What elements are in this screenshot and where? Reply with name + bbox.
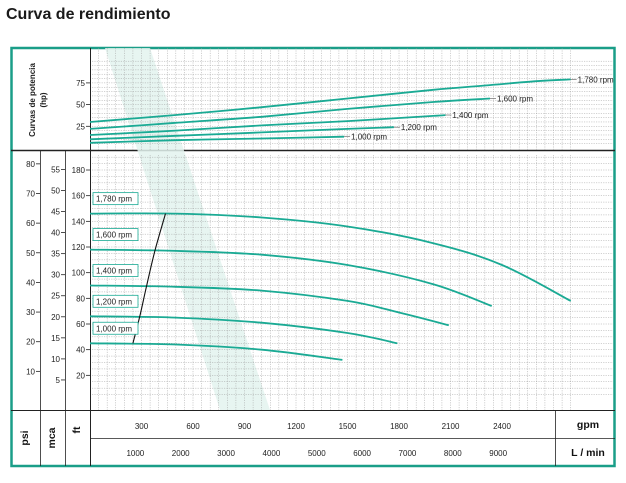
power-ylabel-line2: (hp) — [39, 92, 48, 107]
lmin-tick-label: 9000 — [489, 449, 507, 458]
head-rpm-label: 1,400 rpm — [96, 267, 132, 276]
head-curve-1000 — [89, 342, 343, 361]
power-tick-label: 25 — [76, 122, 85, 131]
lmin-tick-label: 7000 — [399, 449, 417, 458]
head-curve-1400 — [89, 284, 450, 327]
head-rpm-label-box — [92, 228, 139, 241]
head-curve-1600 — [89, 248, 493, 307]
mca-tick-label: 15 — [51, 334, 60, 343]
mca-tick-label: 55 — [51, 165, 60, 174]
psi-tick-label: 30 — [26, 308, 35, 317]
lmin-tick-label: 3000 — [217, 449, 235, 458]
head-rpm-label: 1,000 rpm — [96, 324, 132, 333]
power-curve-1600 — [89, 97, 491, 130]
head-rpm-label: 1,600 rpm — [96, 231, 132, 240]
head-rpm-label-box — [92, 321, 139, 335]
power-tick-label: 50 — [76, 101, 85, 110]
psi-tick-label: 60 — [26, 219, 35, 228]
mca-tick-label: 5 — [56, 376, 61, 385]
power-rpm-label: 1,780 rpm — [578, 75, 614, 84]
ft-tick-label: 20 — [76, 371, 85, 380]
psi-tick-label: 10 — [26, 367, 35, 376]
power-rpm-label: 1,200 rpm — [401, 123, 437, 132]
ft-tick-label: 80 — [76, 294, 85, 303]
axis-label-mca: mca — [46, 427, 58, 448]
rpm-labels: 1,780 rpm 1,600 rpm 1,400 rpm 1,200 rpm 1,00… — [92, 75, 614, 335]
page-title: Curva de rendimiento — [6, 6, 171, 23]
power-rpm-label: 1,600 rpm — [497, 95, 533, 104]
psi-tick-label: 80 — [26, 160, 35, 169]
power-tick-label: 75 — [76, 79, 85, 88]
head-curve-1780 — [89, 212, 572, 302]
mca-tick-label: 25 — [51, 292, 60, 301]
ft-tick-label: 40 — [76, 346, 85, 355]
psi-tick-label: 40 — [26, 278, 35, 287]
mca-tick-label: 35 — [51, 250, 60, 259]
gpm-tick-label: 2100 — [442, 422, 460, 431]
lmin-tick-label: 5000 — [308, 449, 326, 458]
ft-tick-label: 60 — [76, 320, 85, 329]
lmin-tick-label: 1000 — [126, 449, 144, 458]
power-ylabel-line1: Curvas de potencia — [28, 63, 37, 137]
power-rpm-label: 1,400 rpm — [452, 111, 488, 120]
psi-tick-label: 50 — [26, 249, 35, 258]
head-curve-1200 — [89, 315, 398, 345]
power-curve-1400 — [89, 114, 446, 136]
head-rpm-label-box — [92, 294, 139, 308]
gpm-tick-label: 600 — [186, 422, 200, 431]
mca-tick-label: 30 — [51, 271, 60, 280]
head-rpm-label: 1,780 rpm — [96, 195, 132, 204]
gpm-tick-label: 1200 — [287, 422, 305, 431]
lmin-tick-label: 2000 — [172, 449, 190, 458]
lmin-tick-label: 4000 — [263, 449, 281, 458]
head-rpm-label-box — [92, 264, 139, 277]
ft-tick-label: 180 — [72, 166, 86, 175]
ft-tick-label: 120 — [72, 243, 86, 252]
power-curve-1200 — [89, 126, 394, 141]
axis-label-ft: ft — [71, 426, 83, 433]
lmin-tick-label: 6000 — [353, 449, 371, 458]
ft-tick-label: 140 — [72, 217, 86, 226]
gpm-tick-label: 2400 — [493, 422, 511, 431]
axis-label-gpm: gpm — [577, 419, 599, 431]
ft-tick-label: 100 — [72, 269, 86, 278]
tick-labels: 25 50 75 20 40 60 80 100 120 140 160 180 5 10 15 20 25 30… — [26, 79, 511, 458]
head-rpm-label-box — [92, 192, 139, 206]
mca-tick-label: 40 — [51, 229, 60, 238]
performance-curves — [89, 78, 572, 361]
gpm-tick-label: 300 — [135, 422, 149, 431]
axis-label-psi: psi — [19, 430, 31, 445]
mca-tick-label: 10 — [51, 355, 60, 364]
axis-label-lmin: L / min — [571, 447, 605, 459]
gpm-tick-label: 1500 — [339, 422, 357, 431]
gpm-tick-label: 1800 — [390, 422, 408, 431]
power-curve-1000 — [89, 135, 345, 144]
mca-tick-label: 20 — [51, 313, 60, 322]
mca-tick-label: 45 — [51, 208, 60, 217]
power-rpm-label: 1,000 rpm — [351, 133, 387, 142]
lmin-tick-label: 8000 — [444, 449, 462, 458]
head-rpm-label: 1,200 rpm — [96, 297, 132, 306]
mca-tick-label: 50 — [51, 186, 60, 195]
power-curve-1780 — [89, 78, 571, 123]
gpm-tick-label: 900 — [238, 422, 252, 431]
psi-tick-label: 70 — [26, 189, 35, 198]
psi-tick-label: 20 — [26, 338, 35, 347]
ft-tick-label: 160 — [72, 192, 86, 201]
